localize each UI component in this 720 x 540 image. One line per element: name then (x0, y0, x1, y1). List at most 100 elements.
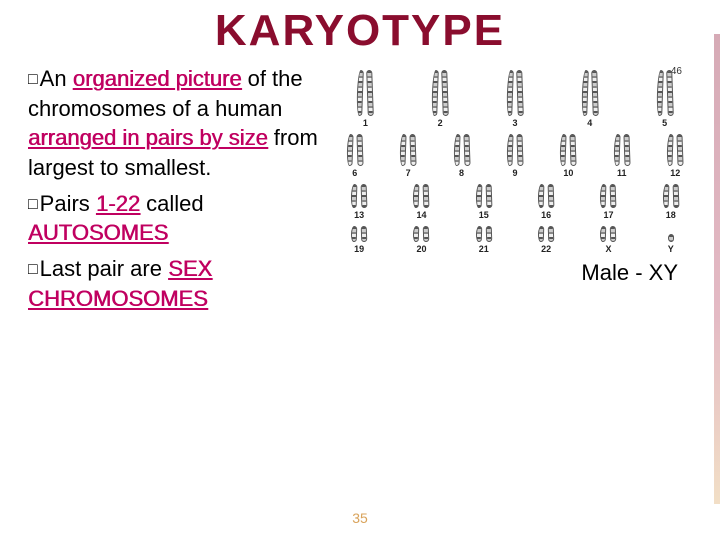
chromosome-icon (656, 70, 664, 116)
content-area: □An organized picture of the chromosomes… (0, 56, 720, 320)
chromosome-pair: 16 (524, 184, 568, 220)
chromosome-pair-graphic (476, 226, 492, 242)
chromosome-icon (400, 134, 407, 166)
chromosome-icon (600, 184, 607, 208)
chromosome-icon (351, 184, 358, 208)
pair-label: 2 (438, 118, 443, 128)
chromosome-pair-graphic (507, 70, 523, 116)
karyotype-row: 1 2 3 4 5 (328, 70, 702, 128)
pair-label: 17 (603, 210, 613, 220)
chromosome-pair: 14 (399, 184, 443, 220)
chromosome-pair: 3 (493, 70, 537, 128)
pair-label: 18 (666, 210, 676, 220)
karyotype-row: 131415161718 (328, 184, 702, 220)
chromosome-icon (361, 226, 368, 242)
bullet-item: □An organized picture of the chromosomes… (28, 64, 318, 183)
chromosome-icon (613, 134, 620, 166)
pair-label: 13 (354, 210, 364, 220)
pair-label: 6 (352, 168, 357, 178)
page-number: 35 (352, 510, 368, 526)
chromosome-icon (570, 134, 577, 166)
chromosome-pair-graphic (400, 134, 416, 166)
bullet-item: □Last pair are SEX CHROMOSOMES (28, 254, 318, 313)
chromosome-icon (668, 234, 674, 242)
pair-label: 5 (662, 118, 667, 128)
chromosome-pair: 8 (440, 134, 484, 178)
chromosome-pair: 5 (643, 70, 687, 128)
pair-label: 9 (512, 168, 517, 178)
chromosome-pair: Y (649, 226, 693, 254)
bullet-text: called (140, 191, 204, 216)
pair-label: 19 (354, 244, 364, 254)
chromosome-pair: 22 (524, 226, 568, 254)
chromosome-icon (356, 134, 363, 166)
chromosome-pair-graphic (476, 184, 492, 208)
pair-label: 12 (670, 168, 680, 178)
bullet-icon: □ (28, 196, 38, 213)
chromosome-pair-graphic (357, 70, 373, 116)
chromosome-icon (423, 184, 430, 208)
pair-label: 8 (459, 168, 464, 178)
chromosome-icon (538, 226, 545, 242)
chromosome-icon (431, 70, 439, 116)
karyotype-figure: 46 12345678910111213141516171819202122XY… (328, 64, 702, 320)
bullet-icon: □ (28, 71, 38, 88)
bullet-text: AUTOSOMES (28, 220, 168, 245)
karyotype-grid: 12345678910111213141516171819202122XY (328, 70, 702, 254)
chromosome-icon (610, 184, 617, 208)
pair-label: 4 (587, 118, 592, 128)
chromosome-pair-graphic (538, 226, 554, 242)
chromosome-icon (410, 134, 417, 166)
chromosome-icon (581, 70, 589, 116)
chromosome-icon (413, 184, 420, 208)
chromosome-pair-graphic (600, 226, 616, 242)
pair-label: 14 (416, 210, 426, 220)
chromosome-pair-graphic (432, 70, 448, 116)
bullet-text: An (40, 66, 73, 91)
bullet-item: □Pairs 1-22 called AUTOSOMES (28, 189, 318, 248)
bullet-text: Last pair are (40, 256, 168, 281)
chromosome-icon (486, 226, 493, 242)
pair-label: 1 (363, 118, 368, 128)
chromosome-pair-graphic (538, 184, 554, 208)
chromosome-icon (351, 226, 358, 242)
chromosome-pair: 6 (333, 134, 377, 178)
chromosome-icon (548, 226, 555, 242)
chromosome-pair-graphic (657, 70, 673, 116)
pair-label: 3 (512, 118, 517, 128)
chromosome-icon (591, 70, 599, 116)
chromosome-icon (413, 226, 420, 242)
chromosome-pair: 7 (386, 134, 430, 178)
chromosome-icon (361, 184, 368, 208)
chromosome-icon (346, 134, 353, 166)
chromosome-pair-graphic (582, 70, 598, 116)
chromosome-pair-graphic (347, 134, 363, 166)
accent-bar (714, 34, 720, 504)
chromosome-pair-graphic (413, 184, 429, 208)
chromosome-icon (538, 184, 545, 208)
chromosome-pair-graphic (668, 226, 674, 242)
pair-label: 21 (479, 244, 489, 254)
bullet-text: organized picture (73, 66, 242, 91)
chromosome-icon (548, 184, 555, 208)
bullet-list: □An organized picture of the chromosomes… (28, 64, 328, 320)
karyotype-row: 19202122XY (328, 226, 702, 254)
chromosome-pair: 20 (399, 226, 443, 254)
pair-label: Y (668, 244, 674, 254)
pair-label: 7 (406, 168, 411, 178)
chromosome-pair: 4 (568, 70, 612, 128)
chromosome-icon (367, 70, 375, 116)
chromosome-pair-graphic (507, 134, 523, 166)
bullet-text: Pairs (40, 191, 96, 216)
chromosome-icon (506, 70, 514, 116)
chromosome-pair-graphic (351, 184, 367, 208)
chromosome-icon (357, 70, 365, 116)
pair-label: 11 (617, 168, 627, 178)
chromosome-pair-graphic (454, 134, 470, 166)
chromosome-icon (672, 184, 679, 208)
chromosome-pair: 19 (337, 226, 381, 254)
chromosome-pair-graphic (600, 184, 616, 208)
chromosome-icon (516, 70, 524, 116)
chromosome-pair: 12 (653, 134, 697, 178)
chromosome-pair: 17 (586, 184, 630, 220)
